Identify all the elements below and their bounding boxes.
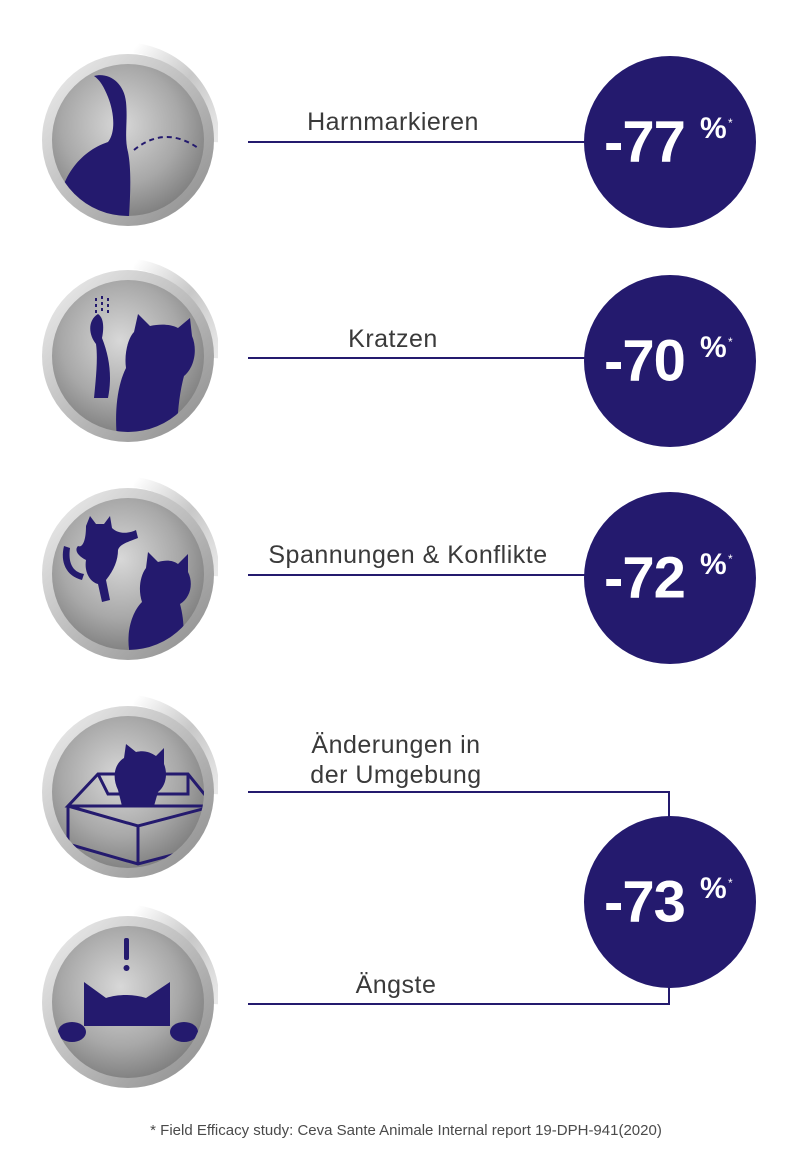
connector-line-3 (248, 574, 588, 576)
connector-line-1 (248, 141, 588, 143)
connector-line-2 (248, 357, 588, 359)
row-label-line2: der Umgebung (310, 761, 482, 789)
badge-asterisk: * (728, 116, 733, 130)
row-label-aenderungen: Änderungen in der Umgebung (296, 730, 496, 790)
badge-asterisk: * (728, 335, 733, 349)
percent-badge-3: -72 % * (584, 492, 756, 664)
footnote: * Field Efficacy study: Ceva Sante Anima… (150, 1122, 662, 1139)
connector-bracket-bottom (668, 974, 670, 1005)
cats-conflict-icon (38, 476, 218, 666)
connector-line-4 (248, 791, 670, 793)
badge-value: -73 (604, 869, 686, 935)
badge-percent: % (700, 872, 727, 905)
percent-badge-1: -77 % * (584, 56, 756, 228)
row-label-harnmarkieren: Harnmarkieren (307, 108, 479, 136)
row-label-spannungen: Spannungen & Konflikte (268, 541, 548, 569)
percent-badge-2: -70 % * (584, 275, 756, 447)
badge-value: -72 (604, 545, 686, 611)
cat-in-box-icon (38, 694, 218, 884)
badge-asterisk: * (728, 876, 733, 890)
connector-bracket-top (668, 791, 670, 829)
badge-value: -70 (604, 328, 686, 394)
cat-fear-icon (38, 904, 218, 1094)
badge-percent: % (700, 331, 727, 364)
row-label-kratzen: Kratzen (348, 325, 438, 353)
badge-percent: % (700, 548, 727, 581)
badge-asterisk: * (728, 552, 733, 566)
row-label-aengste: Ängste (355, 971, 437, 999)
badge-value: -77 (604, 109, 686, 175)
row-label-line1: Änderungen in (311, 731, 481, 759)
cat-scratching-icon (38, 258, 218, 448)
badge-percent: % (700, 112, 727, 145)
percent-badge-combined: -73 % * (584, 816, 756, 988)
connector-line-5 (248, 1003, 670, 1005)
cat-urine-marking-icon (38, 42, 218, 232)
